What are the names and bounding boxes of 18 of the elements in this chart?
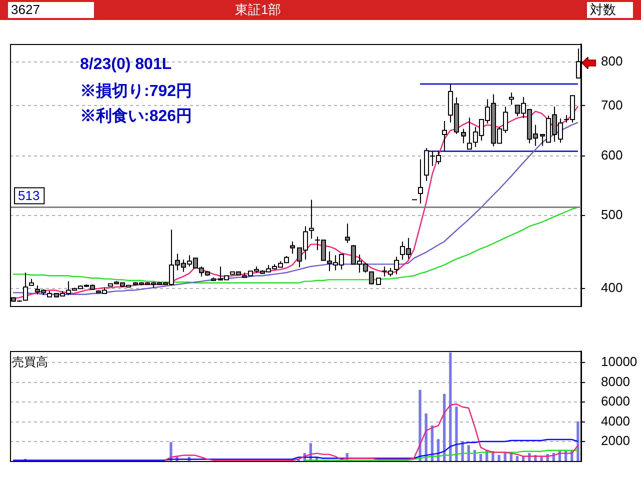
chart-title: 売買高	[12, 354, 48, 371]
y-tick-label: 6000	[601, 394, 630, 409]
y-tick-label: 2000	[601, 433, 630, 448]
y-tick-label: 800	[601, 54, 623, 69]
chart-subtitle: 東証1部	[235, 2, 282, 18]
y-tick-label: 400	[601, 280, 623, 296]
chart-title: 3627	[8, 2, 94, 18]
text: 対数	[587, 2, 633, 18]
y-tick-label: 500	[601, 207, 623, 222]
annotation: 8/23(0) 801L	[80, 56, 172, 74]
y-tick-label: 600	[601, 148, 623, 163]
y-tick-label: 700	[601, 97, 623, 112]
y-tick-label: 8000	[601, 374, 630, 389]
annotation: ※利食い:826円	[80, 106, 192, 127]
y-tick-label: 4000	[601, 413, 630, 428]
y-tick-label: 10000	[601, 354, 638, 370]
annotation: ※損切り:792円	[80, 82, 192, 102]
ref-line-label: 513	[18, 188, 40, 203]
